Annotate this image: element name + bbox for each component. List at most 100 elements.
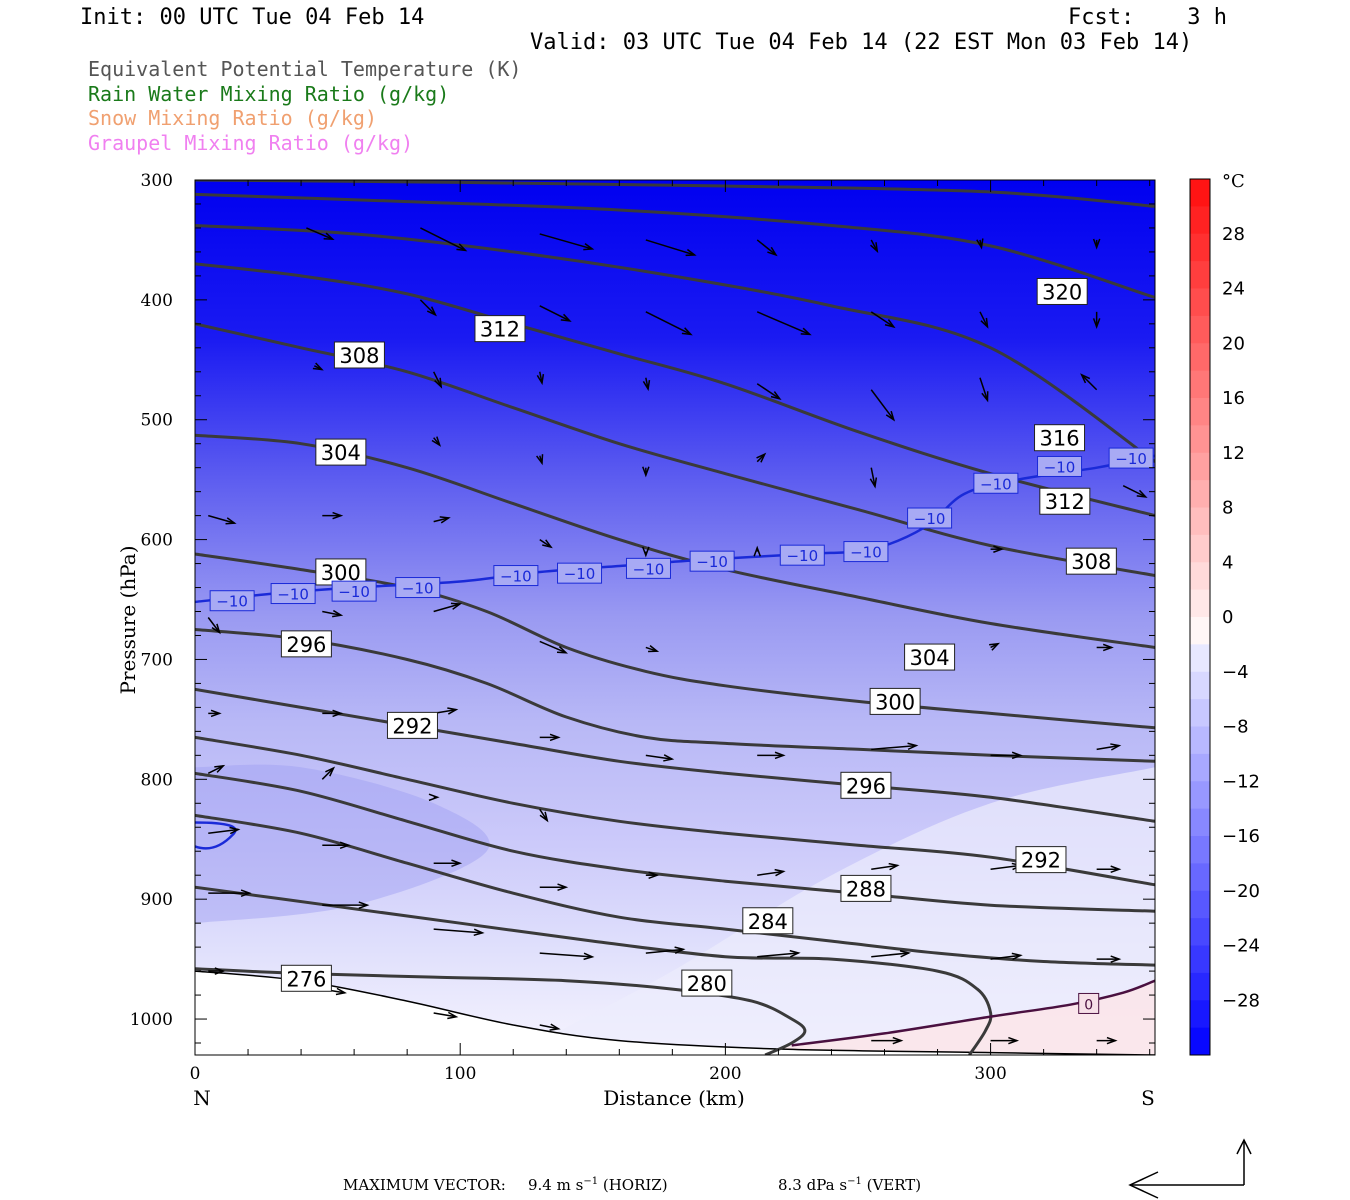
wind-vector: [539, 1023, 561, 1031]
wind-vector: [756, 239, 778, 257]
svg-text:312: 312: [480, 318, 520, 342]
wind-vector: [419, 299, 437, 317]
colorbar-swatch: [1190, 452, 1210, 481]
max-vector-label: MAXIMUM VECTOR:: [343, 1176, 506, 1194]
colorbar-label: −28: [1222, 990, 1260, 1011]
svg-text:304: 304: [910, 646, 950, 670]
svg-text:292: 292: [1021, 849, 1061, 873]
isotherm-label: −10: [270, 583, 316, 605]
theta-e-label: 304: [315, 438, 367, 466]
wind-vector: [976, 238, 984, 250]
wind-vector: [1092, 311, 1101, 330]
wind-vector: [1122, 484, 1148, 498]
svg-text:304: 304: [321, 441, 361, 465]
reference-vector-icon: [1128, 1138, 1252, 1199]
wind-vector: [756, 452, 767, 463]
theta-e-label: 288: [840, 874, 892, 902]
ground-surface: [195, 971, 1155, 1055]
wind-vector: [642, 466, 650, 478]
left-end-label: N: [193, 1086, 211, 1110]
theta-e-contour: [195, 180, 1155, 208]
colorbar-swatch: [1190, 425, 1210, 454]
above-freezing-shade: [765, 980, 1155, 1055]
colorbar-label: −16: [1222, 826, 1260, 847]
isotherm-label: −10: [689, 550, 735, 572]
colorbar-label: −8: [1222, 717, 1249, 738]
max-vector-vert: 8.3 dPa s−1 (VERT): [778, 1176, 921, 1194]
theta-e-contour: [195, 628, 1155, 763]
horiz-exponent: −1: [583, 1176, 599, 1187]
wind-vector: [539, 883, 569, 891]
svg-text:−10: −10: [216, 593, 248, 611]
svg-text:−10: −10: [786, 547, 818, 565]
wind-vector: [989, 642, 1001, 651]
isotherm-label: −10: [779, 544, 825, 566]
colorbar-label: 12: [1222, 443, 1245, 464]
wind-vector: [539, 538, 553, 549]
wind-vector: [990, 751, 1023, 760]
isotherm-label: −10: [493, 565, 539, 587]
colorbar-swatch: [1190, 589, 1210, 618]
colorbar-label: 4: [1222, 552, 1233, 573]
colorbar-swatch: [1190, 671, 1210, 700]
y-tick-label: 800: [141, 770, 173, 790]
y-tick-label: 300: [141, 171, 173, 191]
theta-e-label: 292: [386, 711, 438, 739]
plot-frame: [194, 179, 1156, 1056]
wind-vector: [870, 311, 896, 329]
horiz-unit: (HORIZ): [602, 1176, 668, 1194]
y-tick-label: 400: [141, 291, 173, 311]
wind-vector: [433, 516, 451, 524]
isotherm-label: −10: [843, 541, 889, 563]
colorbar-swatch: [1190, 288, 1210, 317]
theta-e-label: 308: [1065, 547, 1117, 575]
wind-vector: [990, 1036, 1020, 1045]
wind-vector: [322, 901, 370, 909]
x-tick-label: 300: [974, 1064, 1006, 1084]
colorbar-swatch: [1190, 315, 1210, 344]
wind-vector: [757, 949, 801, 958]
wind-vector: [431, 436, 442, 447]
wind-vector: [208, 889, 252, 897]
wind-vector: [869, 467, 878, 489]
theta-e-label: 280: [681, 969, 733, 997]
colorbar-swatch: [1190, 534, 1210, 563]
wind-vector: [536, 454, 544, 466]
wind-vector: [645, 239, 697, 257]
y-tick-label: 700: [141, 650, 173, 670]
isotherm-label: −10: [1037, 455, 1083, 477]
isotherm-label: −10: [331, 580, 377, 602]
vert-unit: (VERT): [866, 1176, 922, 1194]
right-end-label: S: [1141, 1086, 1155, 1110]
colorbar-swatch: [1190, 562, 1210, 591]
x-axis-label: Distance (km): [603, 1086, 745, 1110]
wind-vector: [539, 640, 569, 654]
theta-e-label: 316: [1034, 424, 1086, 452]
colorbar-swatch: [1190, 233, 1210, 262]
wind-vector: [321, 766, 336, 780]
y-tick-label: 900: [141, 890, 173, 910]
colorbar-swatch: [1190, 507, 1210, 536]
svg-text:0: 0: [1084, 997, 1093, 1013]
colorbar-swatch: [1190, 836, 1210, 864]
colorbar-frame: [1189, 178, 1211, 1056]
wind-vector: [1096, 643, 1114, 652]
isotherm-label: −10: [973, 472, 1019, 494]
wind-vector: [420, 227, 468, 252]
wind-vector: [433, 1011, 459, 1020]
y-tick-label: 600: [141, 531, 173, 551]
wind-vector: [1096, 955, 1122, 963]
wind-vector: [753, 545, 762, 557]
isotherm-label: −10: [625, 557, 671, 579]
init-time: Init: 00 UTC Tue 04 Feb 14: [80, 5, 425, 30]
colorbar-swatch: [1190, 890, 1210, 919]
wind-vector: [645, 754, 675, 762]
colorbar-swatch: [1190, 480, 1210, 508]
theta-e-contour: [195, 885, 993, 1055]
colorbar-label: 20: [1222, 333, 1245, 354]
svg-text:−10: −10: [914, 510, 946, 528]
wind-vector: [1096, 865, 1122, 874]
vert-value: 8.3 dPa s: [778, 1176, 848, 1194]
wind-vector: [1092, 238, 1101, 250]
wind-vector: [870, 389, 896, 422]
